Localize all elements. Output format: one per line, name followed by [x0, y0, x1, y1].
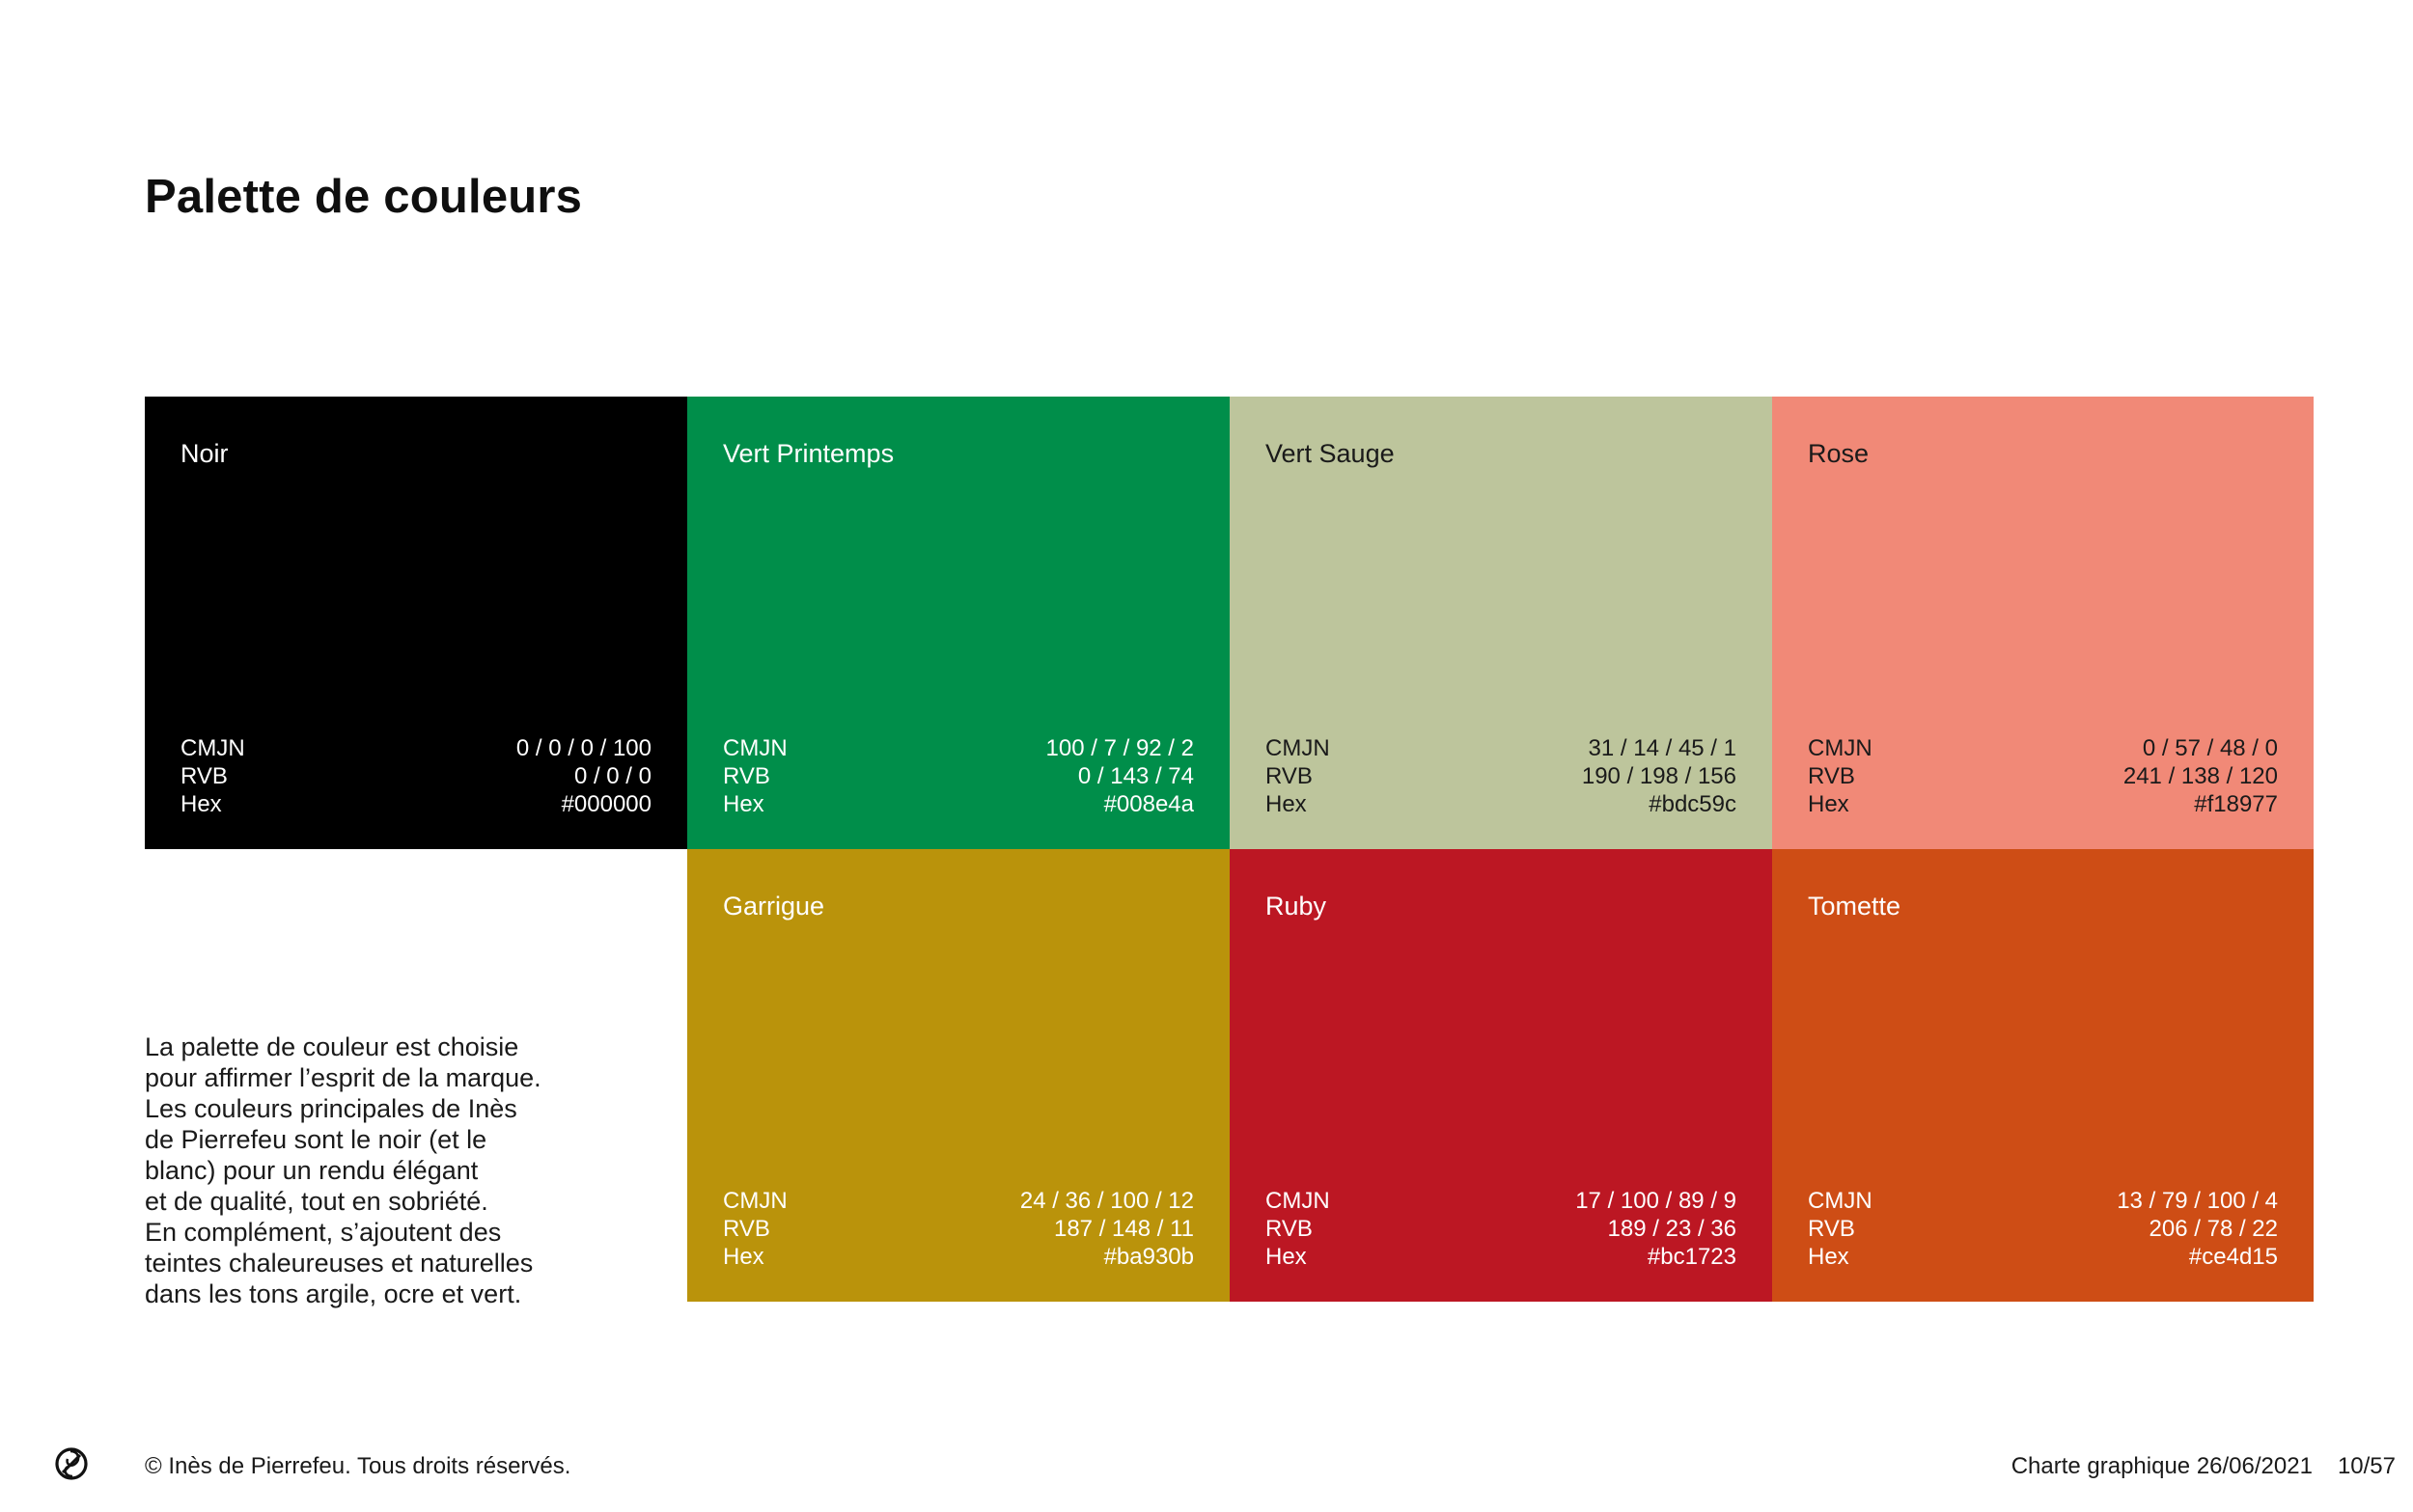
hex-label: Hex [1265, 1244, 1307, 1270]
cmjn-value: 31 / 14 / 45 / 1 [1588, 735, 1736, 761]
hex-value: #f18977 [2194, 791, 2278, 817]
hex-value: #ba930b [1103, 1244, 1194, 1270]
swatch-values: CMJN 17 / 100 / 89 / 9 RVB 189 / 23 / 36 H… [1265, 1187, 1736, 1271]
hex-label: Hex [180, 791, 222, 817]
rvb-label: RVB [180, 763, 228, 789]
description-line: Les couleurs principales de Inès [145, 1094, 517, 1123]
hex-label: Hex [723, 791, 764, 817]
swatch-name: Ruby [1265, 892, 1327, 921]
cmjn-value: 0 / 0 / 0 / 100 [515, 735, 652, 761]
rvb-value: 0 / 143 / 74 [1077, 763, 1194, 789]
rvb-label: RVB [723, 763, 770, 789]
rvb-value: 189 / 23 / 36 [1607, 1216, 1736, 1242]
swatch-rose: Rose CMJN 0 / 57 / 48 / 0 RVB 241 / 138 / … [1772, 397, 2314, 849]
swatch-values: CMJN 31 / 14 / 45 / 1 RVB 190 / 198 / 156 … [1265, 734, 1736, 818]
cmjn-label: CMJN [1265, 1188, 1330, 1214]
rvb-label: RVB [1808, 763, 1855, 789]
description-line: et de qualité, tout en sobriété. [145, 1187, 488, 1216]
rvb-value: 206 / 78 / 22 [2149, 1216, 2278, 1242]
rvb-value: 190 / 198 / 156 [1581, 763, 1736, 789]
swatch-values: CMJN 24 / 36 / 100 / 12 RVB 187 / 148 / 11… [723, 1187, 1194, 1271]
footer-copyright: © Inès de Pierrefeu. Tous droits réservé… [145, 1453, 571, 1479]
rvb-label: RVB [723, 1216, 770, 1242]
description-line: pour affirmer l’esprit de la marque. [145, 1063, 541, 1092]
swatch-tomette: Tomette CMJN 13 / 79 / 100 / 4 RVB 206 / 7… [1772, 849, 2314, 1302]
rvb-label: RVB [1265, 1216, 1313, 1242]
page-number: 10/57 [2337, 1453, 2396, 1479]
swatch-name: Vert Sauge [1265, 439, 1395, 468]
swatch-name: Vert Printemps [723, 439, 895, 468]
cmjn-label: CMJN [1808, 1188, 1872, 1214]
page-title: Palette de couleurs [145, 171, 583, 223]
hex-label: Hex [723, 1244, 764, 1270]
hex-label: Hex [1265, 791, 1307, 817]
cmjn-value: 100 / 7 / 92 / 2 [1045, 735, 1194, 761]
rvb-label: RVB [1265, 763, 1313, 789]
hex-value: #bdc59c [1649, 791, 1736, 817]
cmjn-label: CMJN [723, 1188, 788, 1214]
rvb-value: 0 / 0 / 0 [573, 763, 652, 789]
cmjn-label: CMJN [180, 735, 245, 761]
hex-label: Hex [1808, 1244, 1849, 1270]
swatch-noir: Noir CMJN 0 / 0 / 0 / 100 RVB 0 / 0 / 0 He… [145, 397, 687, 849]
hex-value: #000000 [561, 791, 652, 817]
document-reference: Charte graphique 26/06/2021 [2011, 1453, 2313, 1479]
description-line: dans les tons argile, ocre et vert. [145, 1279, 522, 1308]
swatch-values: CMJN 13 / 79 / 100 / 4 RVB 206 / 78 / 22 H… [1808, 1187, 2278, 1271]
swatch-values: CMJN 100 / 7 / 92 / 2 RVB 0 / 143 / 74 Hex… [723, 734, 1194, 818]
description-line: En complément, s’ajoutent des [145, 1218, 502, 1247]
hex-value: #008e4a [1103, 791, 1194, 817]
cmjn-label: CMJN [723, 735, 788, 761]
swatch-vert-printemps: Vert Printemps CMJN 100 / 7 / 92 / 2 RVB 0… [687, 397, 1230, 849]
description-line: blanc) pour un rendu élégant [145, 1156, 479, 1185]
swatch-vert-sauge: Vert Sauge CMJN 31 / 14 / 45 / 1 RVB 190 /… [1230, 397, 1772, 849]
hex-value: #ce4d15 [2188, 1244, 2278, 1270]
cmjn-label: CMJN [1265, 735, 1330, 761]
cmjn-value: 0 / 57 / 48 / 0 [2142, 735, 2278, 761]
cmjn-label: CMJN [1808, 735, 1872, 761]
rvb-label: RVB [1808, 1216, 1855, 1242]
swatch-name: Tomette [1808, 892, 1901, 921]
rvb-value: 187 / 148 / 11 [1053, 1216, 1194, 1242]
swatch-name: Garrigue [723, 892, 825, 921]
palette-description: La palette de couleur est choisie pour a… [145, 1031, 647, 1309]
footer-meta: Charte graphique 26/06/2021 10/57 [2011, 1453, 2396, 1480]
cmjn-value: 17 / 100 / 89 / 9 [1575, 1188, 1736, 1214]
cmjn-value: 13 / 79 / 100 / 4 [2117, 1188, 2278, 1214]
swatch-values: CMJN 0 / 0 / 0 / 100 RVB 0 / 0 / 0 Hex #000… [180, 734, 652, 818]
description-line: teintes chaleureuses et naturelles [145, 1249, 534, 1278]
swatch-name: Rose [1808, 439, 1870, 468]
rvb-value: 241 / 138 / 120 [2122, 763, 2278, 789]
description-line: de Pierrefeu sont le noir (et le [145, 1125, 487, 1154]
cmjn-value: 24 / 36 / 100 / 12 [1019, 1188, 1194, 1214]
description-line: La palette de couleur est choisie [145, 1032, 519, 1061]
swatch-ruby: Ruby CMJN 17 / 100 / 89 / 9 RVB 189 / 23 /… [1230, 849, 1772, 1302]
swatch-garrigue: Garrigue CMJN 24 / 36 / 100 / 12 RVB 187 /… [687, 849, 1230, 1302]
ip-monogram-icon [55, 1447, 88, 1480]
swatch-name: Noir [180, 439, 229, 468]
hex-label: Hex [1808, 791, 1849, 817]
swatch-values: CMJN 0 / 57 / 48 / 0 RVB 241 / 138 / 120 H… [1808, 734, 2278, 818]
hex-value: #bc1723 [1647, 1244, 1736, 1270]
